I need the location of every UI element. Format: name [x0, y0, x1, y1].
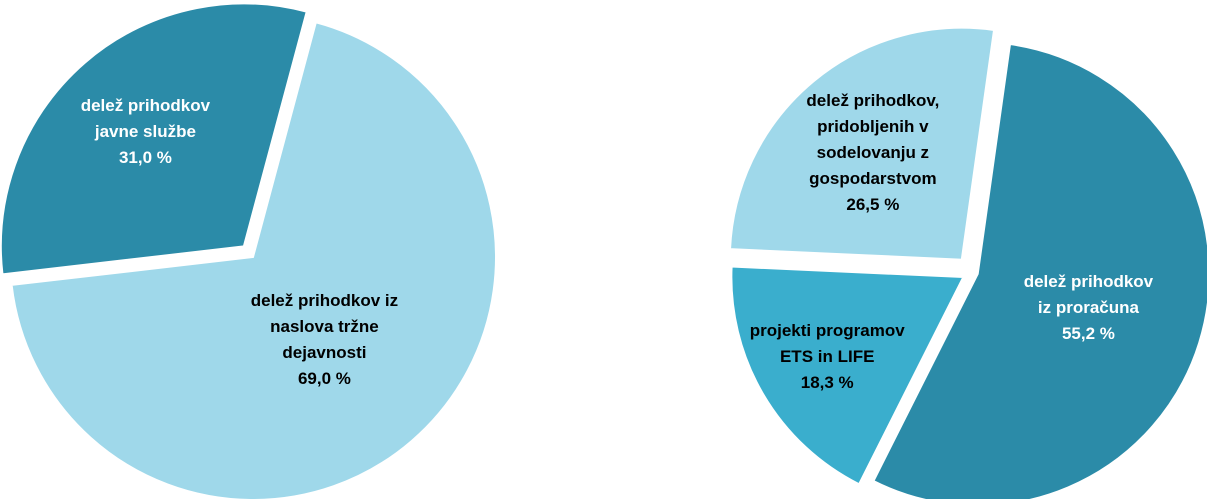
slice-label: delež prihodkov iz proračuna 55,2 % [1023, 269, 1153, 347]
value-label: 69,0 % [297, 368, 351, 388]
pie-slice [10, 21, 497, 499]
category-label: delež prihodkov, pridobljenih v sodelova… [806, 90, 940, 188]
pie-slice [872, 42, 1207, 499]
category-label: delež prihodkov javne službe [80, 96, 211, 142]
category-label: projekti programov ETS in LIFE [749, 320, 905, 366]
value-label: 26,5 % [846, 194, 900, 214]
category-label: delež prihodkov iz proračuna [1023, 272, 1154, 318]
value-label: 31,0 % [118, 148, 172, 168]
pie-slice [730, 265, 965, 486]
value-label: 18,3 % [800, 372, 854, 392]
slice-label: delež prihodkov, pridobljenih v sodelova… [788, 88, 958, 218]
value-label: 55,2 % [1061, 324, 1115, 344]
slice-label: projekti programov ETS in LIFE 18,3 % [742, 318, 912, 396]
category-label: delež prihodkov iz naslova tržne dejavno… [250, 290, 399, 362]
slice-label: delež prihodkov iz naslova tržne dejavno… [249, 288, 399, 392]
slice-label: delež prihodkov javne službe 31,0 % [80, 93, 210, 171]
pie-slice [728, 26, 996, 261]
pie-slice [0, 2, 308, 276]
